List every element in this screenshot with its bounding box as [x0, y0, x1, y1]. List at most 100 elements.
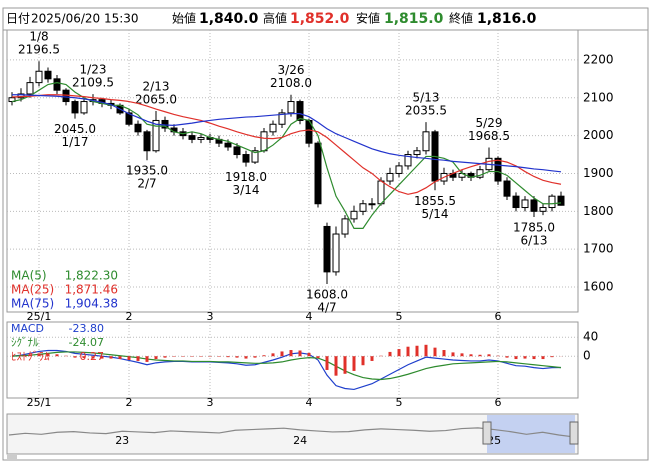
histogram-bar [416, 346, 419, 356]
histogram-bar [227, 356, 230, 357]
candle-body [135, 124, 141, 132]
low-label: 1608.0 [306, 287, 348, 301]
candle-body [81, 102, 87, 113]
high-date: 2/13 [143, 80, 170, 94]
histogram-bar [74, 356, 77, 357]
x-tick-label: 6 [495, 310, 502, 323]
low-date: 6/13 [521, 233, 548, 247]
histogram-bar [326, 356, 329, 370]
y-tick-label: 2100 [583, 90, 614, 104]
candle-body [387, 173, 393, 181]
histogram-bar [263, 355, 266, 356]
candle-body [315, 143, 321, 204]
candle-body [333, 234, 339, 272]
candle-body [243, 155, 249, 163]
histogram-bar [434, 348, 437, 357]
candle-body [261, 132, 267, 151]
candle-body [504, 181, 510, 196]
x-tick-label: 4 [306, 396, 313, 409]
legend-value: -24.07 [69, 336, 104, 349]
candle-body [522, 200, 528, 208]
navigator-handle[interactable] [483, 422, 491, 444]
histogram-bar [164, 356, 167, 357]
open-label: 始値 [172, 11, 196, 26]
y-tick-label: 1600 [583, 280, 614, 294]
candle-body [369, 204, 375, 205]
legend-name: MA(5) [11, 269, 47, 283]
candle-body [423, 132, 429, 151]
histogram-bar [56, 354, 59, 356]
high-label: 2196.5 [18, 43, 60, 57]
low-label: 1918.0 [225, 170, 267, 184]
candle-body [297, 102, 303, 121]
high-label: 2035.5 [405, 104, 447, 118]
low-date: 3/14 [233, 183, 260, 197]
histogram-bar [533, 356, 536, 359]
high-date: 3/26 [278, 63, 305, 77]
histogram-bar [524, 356, 527, 358]
candle-body [234, 147, 240, 155]
candle-body [360, 204, 366, 212]
candle-body [198, 138, 204, 140]
legend-value: 1,904.38 [65, 297, 118, 311]
x-tick-label: 2 [126, 396, 133, 409]
navigator-year: 23 [115, 434, 129, 447]
high-label: 2108.0 [270, 76, 312, 90]
x-tick-label: 3 [207, 310, 214, 323]
x-tick-label: 5 [396, 310, 403, 323]
candle-body [558, 196, 564, 205]
histogram-bar [254, 356, 257, 357]
histogram-bar [353, 356, 356, 371]
high-date: 5/13 [413, 91, 440, 105]
x-tick-label: 3 [207, 396, 214, 409]
histogram-bar [245, 356, 248, 358]
histogram-bar [299, 351, 302, 357]
x-tick-label: 4 [306, 310, 313, 323]
high-date: 1/8 [29, 30, 48, 44]
high-label: 2109.5 [72, 76, 114, 90]
y-tick-label: 40 [583, 330, 598, 344]
y-tick-label: 0 [583, 349, 591, 363]
histogram-bar [461, 353, 464, 356]
high-label: 高値 [263, 11, 287, 26]
date-label: 日付 [6, 12, 30, 26]
low-value: 1,815.0 [384, 11, 444, 27]
close-value: 1,816.0 [477, 11, 537, 27]
candle-body [513, 196, 519, 207]
low-label: 1935.0 [126, 164, 168, 178]
candle-body [351, 211, 357, 219]
histogram-bar [110, 356, 113, 358]
candle-body [324, 226, 330, 271]
y-tick-label: 2000 [583, 128, 614, 142]
candle-body [225, 143, 231, 147]
x-tick-label: 6 [495, 396, 502, 409]
histogram-bar [551, 356, 554, 357]
histogram-bar [236, 356, 239, 357]
candle-body [549, 196, 555, 207]
candle-body [396, 166, 402, 174]
x-tick-label: 25/1 [27, 396, 52, 409]
histogram-bar [443, 350, 446, 356]
navigator-handle[interactable] [570, 422, 578, 444]
candle-body [414, 151, 420, 155]
histogram-bar [452, 352, 455, 356]
legend-value: 1,822.30 [65, 269, 118, 283]
candle-body [54, 79, 60, 90]
candle-body [540, 208, 546, 212]
histogram-bar [362, 356, 365, 365]
candle-body [72, 102, 78, 113]
high-label: 1968.5 [468, 129, 510, 143]
histogram-bar [371, 356, 374, 361]
navigator-scroll-left[interactable] [7, 454, 17, 460]
low-date: 2/7 [137, 177, 156, 191]
legend-name: MA(75) [11, 297, 54, 311]
open-value: 1,840.0 [199, 11, 259, 27]
histogram-bar [542, 356, 545, 359]
legend-value: -23.80 [69, 322, 104, 335]
histogram-bar [407, 347, 410, 357]
low-label: 1855.5 [414, 194, 456, 208]
high-value: 1,852.0 [290, 11, 350, 27]
navigator-year: 24 [293, 434, 307, 447]
candle-body [189, 136, 195, 140]
